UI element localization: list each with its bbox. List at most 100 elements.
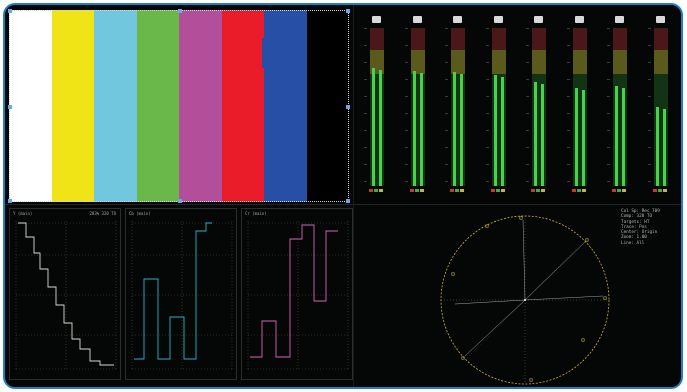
readout-line: Line: All — [621, 240, 645, 246]
meter-tick — [485, 79, 489, 80]
meter-tick — [404, 45, 408, 46]
meter-tick — [566, 113, 570, 114]
meter-scale — [485, 28, 490, 186]
meter-tick — [404, 62, 408, 63]
color-bars-preview[interactable] — [9, 10, 350, 202]
meter-tick — [404, 96, 408, 97]
meter-track — [532, 28, 546, 186]
waveform-trace — [250, 224, 338, 358]
vectorscope-graticule — [440, 215, 610, 385]
meter-indicator-red — [571, 189, 576, 192]
meter-tick — [526, 130, 529, 131]
meter-tick — [364, 113, 367, 114]
color-bar-white — [9, 10, 52, 202]
waveform-title: Cb (main) — [129, 211, 151, 216]
meter-tick — [566, 79, 570, 80]
meter-tick — [566, 45, 570, 46]
meter-tick — [647, 28, 651, 29]
cb-waveform-panel: Cb (main) — [125, 208, 237, 380]
waveform-plot — [131, 221, 233, 371]
meter-zone-yellow — [491, 50, 506, 74]
waveform-title: Y (main) — [13, 211, 33, 216]
readout-line: Comp: 328 TO — [621, 214, 653, 220]
color-bar-red — [221, 10, 265, 202]
meter-indicator-red — [652, 189, 657, 192]
meter-tick — [647, 113, 651, 114]
meter-track — [410, 28, 425, 186]
meter-tick — [445, 147, 448, 148]
meter-tick — [364, 45, 367, 46]
meter-tick — [364, 62, 367, 63]
meter-scale — [404, 28, 409, 186]
meter-tick — [364, 147, 367, 148]
meter-indicator-red — [612, 189, 616, 192]
waveform-plot — [247, 221, 349, 371]
meter-tick — [445, 164, 448, 165]
meter-tick — [607, 130, 610, 131]
meter-indicator-red — [450, 189, 454, 192]
meter-scale — [607, 28, 611, 186]
meter-tick — [445, 28, 448, 29]
meter-zone-red — [532, 28, 546, 50]
meter-zone-red — [572, 28, 587, 50]
meter-zone-red — [410, 28, 425, 50]
meter-indicator-yellow — [419, 189, 424, 192]
vectorscope-center — [524, 299, 526, 301]
meter-scale — [566, 28, 571, 186]
meter-zone-red — [451, 28, 465, 50]
meter-zone-red — [653, 28, 668, 50]
waveform-title: Cr (main) — [245, 211, 267, 216]
meter-tick — [364, 181, 367, 182]
audio-meter — [606, 10, 636, 200]
meter-tick — [526, 164, 529, 165]
audio-meter — [444, 10, 474, 200]
meter-tick — [364, 96, 367, 97]
vector-trace — [524, 241, 586, 301]
meter-tick — [404, 113, 408, 114]
meter-tick — [445, 45, 448, 46]
waveform-plot — [15, 221, 117, 371]
meter-tick — [566, 96, 570, 97]
meter-indicator-red — [531, 189, 535, 192]
meter-scale — [445, 28, 449, 186]
meter-tick — [607, 164, 610, 165]
audio-meter — [363, 10, 393, 200]
readout-line: Col Sp: Rec 709 — [621, 209, 660, 214]
meter-tick — [364, 130, 367, 131]
vector-trace — [524, 295, 604, 301]
audio-meter — [647, 10, 677, 200]
meter-tick — [566, 62, 570, 63]
meter-tick — [647, 147, 651, 148]
meter-level-left — [412, 70, 416, 186]
audio-meter — [566, 10, 596, 200]
meter-level-left — [574, 88, 578, 186]
waveform-trace — [134, 222, 212, 360]
meter-header-icon — [493, 16, 503, 23]
meter-tick — [485, 45, 489, 46]
vectorscope-target — [585, 238, 589, 242]
monitor-display: Y (main) 283% 320 TO Cb (main) Cr (main)… — [3, 3, 683, 389]
meter-level-right — [379, 69, 382, 186]
meter-indicator-green — [657, 189, 662, 192]
meter-tick — [566, 147, 570, 148]
meter-zone-red — [370, 28, 384, 50]
meter-indicator-green — [455, 189, 459, 192]
meter-tick — [526, 181, 529, 182]
vectorscope-readout: Col Sp: Rec 709 Comp: 328 TO Targets: HT Tr… — [621, 209, 660, 246]
vector-trace — [522, 219, 526, 301]
meter-indicator-yellow — [500, 189, 505, 192]
vectorscope-target — [581, 338, 585, 342]
luma-waveform-panel: Y (main) 283% 320 TO — [9, 208, 121, 380]
meter-tick — [404, 79, 408, 80]
meter-tick — [647, 164, 651, 165]
meter-header-icon — [655, 16, 665, 23]
meter-indicator-red — [490, 189, 495, 192]
meter-track — [491, 28, 506, 186]
meter-indicator-yellow — [662, 189, 667, 192]
meter-tick — [445, 62, 448, 63]
color-bar-black — [306, 10, 350, 202]
vectorscope-panel: Col Sp: Rec 709 Comp: 328 TO Targets: HT Tr… — [357, 207, 679, 385]
meter-level-left — [615, 86, 618, 186]
meter-tick — [526, 96, 529, 97]
audio-meter — [525, 10, 555, 200]
